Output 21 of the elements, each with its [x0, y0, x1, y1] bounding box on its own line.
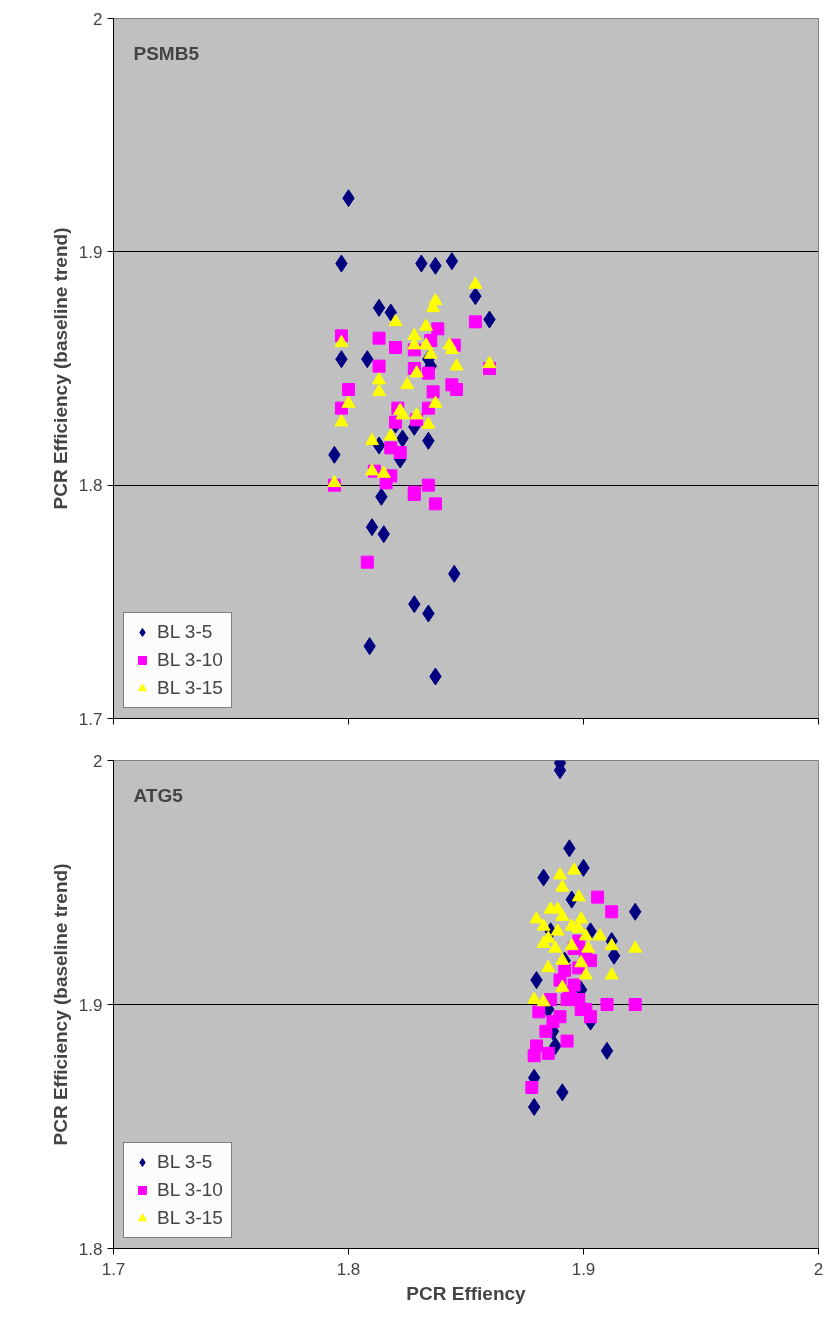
y-tick-label: 1.7: [78, 709, 103, 729]
y-axis-title: PCR Efficiency (baseline trend): [49, 863, 71, 1146]
legend-label: BL 3-5: [157, 621, 213, 643]
y-tick-label: 2: [93, 9, 103, 29]
legend-label: BL 3-15: [157, 677, 223, 699]
legend-label: BL 3-10: [157, 649, 223, 671]
x-tick-label: 2: [813, 1259, 824, 1279]
y-axis-title: PCR Efficiency (baseline trend): [49, 227, 71, 510]
legend-label: BL 3-15: [157, 1207, 223, 1229]
y-tick-label: 1.8: [78, 1239, 103, 1259]
x-axis-title: PCR Effiency: [406, 1282, 527, 1304]
legend-label: BL 3-10: [157, 1179, 223, 1201]
y-tick-label: 1.9: [78, 242, 103, 262]
y-tick-label: 1.8: [78, 476, 103, 496]
text: ATG5: [133, 784, 184, 806]
x-tick-label: 1.8: [336, 1259, 361, 1279]
y-tick-label: 1.9: [78, 995, 103, 1015]
y-tick-label: 2: [93, 751, 103, 771]
x-tick-label: 1.9: [571, 1259, 596, 1279]
legend-label: BL 3-5: [157, 1151, 213, 1173]
text: PSMB5: [133, 42, 200, 64]
